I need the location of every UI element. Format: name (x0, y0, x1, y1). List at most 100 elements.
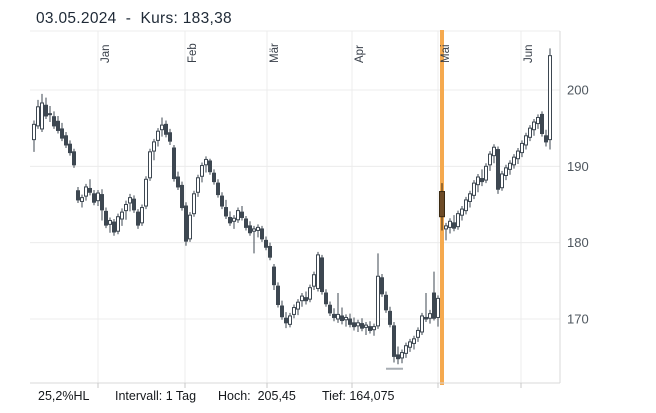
candle (68, 143, 72, 154)
candle (72, 151, 76, 166)
candle (268, 245, 272, 258)
candle (124, 203, 128, 212)
candle (204, 158, 208, 166)
candle (380, 277, 384, 295)
candle (536, 116, 540, 125)
candle (436, 297, 440, 318)
candle (372, 326, 376, 331)
candle (192, 193, 196, 215)
candle (56, 120, 60, 131)
candle (44, 104, 48, 117)
candle (212, 172, 216, 183)
candle (188, 214, 192, 240)
candle (172, 147, 176, 180)
candle (360, 323, 364, 329)
candle (32, 123, 36, 141)
candle (216, 182, 220, 196)
candle (304, 297, 308, 302)
candle (392, 325, 396, 357)
candle (80, 197, 84, 202)
candle (180, 184, 184, 209)
candle (532, 121, 536, 131)
candle (128, 197, 132, 204)
candle (48, 113, 52, 116)
candle (508, 162, 512, 170)
candle (92, 193, 96, 203)
candle (76, 190, 80, 201)
candle (208, 160, 212, 173)
candle (308, 287, 312, 300)
candle (388, 310, 392, 325)
candle (456, 213, 460, 228)
candle (144, 178, 148, 207)
candle (160, 124, 164, 131)
candle (416, 329, 420, 338)
candle (236, 210, 240, 221)
candle (452, 222, 456, 229)
x-axis-month-label: Feb (187, 43, 199, 63)
candle (404, 345, 408, 354)
candle (168, 132, 172, 142)
candle (120, 211, 124, 220)
candle (444, 225, 448, 230)
candle (400, 352, 404, 359)
candle (300, 295, 304, 302)
candle (528, 127, 532, 138)
candle (292, 307, 296, 315)
candle (152, 141, 156, 152)
candle (424, 316, 428, 320)
candle (504, 167, 508, 176)
candle (264, 239, 268, 248)
candle (496, 149, 500, 190)
candle (500, 173, 504, 189)
candle (272, 266, 276, 286)
candle (368, 326, 372, 331)
candle (100, 194, 104, 211)
candle (108, 220, 112, 225)
candle (296, 301, 300, 310)
candle (328, 304, 332, 314)
candle (540, 113, 544, 135)
candle (248, 225, 252, 234)
candle (260, 228, 264, 240)
candle (468, 193, 472, 202)
candle (384, 294, 388, 311)
x-axis-month-label: Apr (354, 45, 366, 63)
candle (352, 322, 356, 328)
candle (140, 207, 144, 224)
candle (196, 177, 200, 193)
y-axis-labels: 200 190 180 170 (567, 83, 589, 327)
candle (280, 305, 284, 318)
candle (40, 102, 44, 130)
y-axis-tick-label: 190 (567, 159, 589, 174)
candle (488, 153, 492, 166)
candle (320, 257, 324, 293)
candle (544, 135, 548, 143)
candle (336, 313, 340, 320)
candle (376, 275, 380, 327)
candle (232, 217, 236, 222)
candle (432, 292, 436, 319)
candle (356, 322, 360, 327)
candle (64, 135, 68, 146)
highlighted-current-candle (439, 191, 445, 218)
candle (52, 116, 56, 127)
candle (396, 354, 400, 360)
candle (512, 156, 516, 166)
low-stat: Tief: 164,075 (322, 389, 395, 403)
candle (324, 292, 328, 305)
candle (476, 176, 480, 186)
high-stat: Hoch: 205,45 (218, 389, 296, 403)
candle (472, 182, 476, 196)
candle (348, 318, 352, 325)
candle (344, 316, 348, 321)
range-percent-stat: 25,2%HL (38, 389, 90, 403)
candle (428, 313, 432, 319)
candle (340, 315, 344, 322)
candle (460, 208, 464, 216)
y-axis-tick-label: 200 (567, 83, 589, 98)
candle (480, 178, 484, 183)
candle (464, 199, 468, 212)
